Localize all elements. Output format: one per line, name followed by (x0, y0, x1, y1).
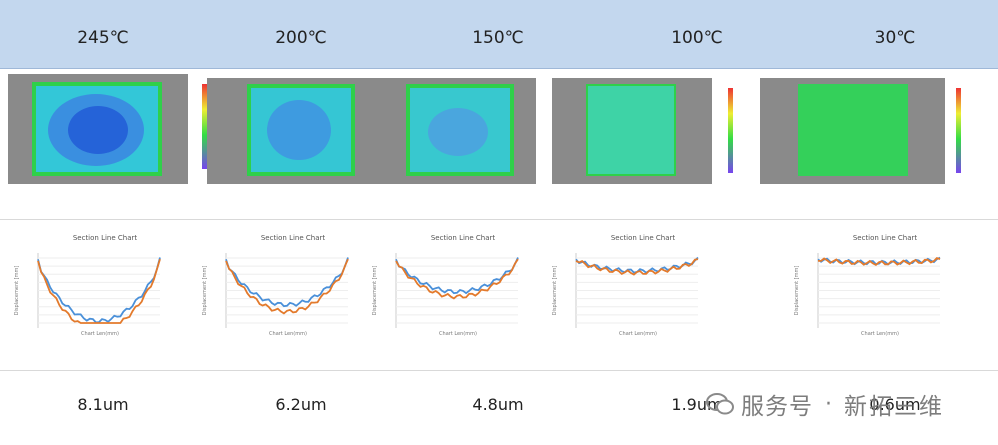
chart-title: Section Line Chart (853, 234, 918, 242)
chart-xlabel: Chart Len(mm) (439, 331, 477, 337)
section-line-chart-100: Section Line Chart Chart Len(mm) Displacem… (552, 234, 699, 337)
value-1: 8.1um (77, 395, 129, 414)
section-line-chart-200: Section Line Chart Chart Len(mm) Displacem… (202, 234, 349, 337)
temp-label-3: 150℃ (472, 28, 524, 48)
thermal-map-150 (368, 78, 536, 184)
watermark-text: 服务号 (741, 394, 813, 420)
temp-label-2: 200℃ (275, 28, 327, 48)
value-5: 0.6um (869, 395, 921, 414)
value-2: 6.2um (275, 395, 327, 414)
thermal-map-200 (207, 78, 372, 184)
chart-ylabel: Displacement [mm] (552, 266, 558, 316)
thermal-map-30 (760, 78, 980, 184)
watermark: 服务号 · 新拓三维 (705, 384, 995, 424)
chart-series-2 (575, 258, 699, 276)
value-3: 4.8um (472, 395, 524, 414)
temp-label-4: 100℃ (671, 28, 723, 48)
value-4: 1.9um (671, 395, 723, 414)
chart-title: Section Line Chart (611, 234, 676, 242)
chart-series-1 (395, 257, 519, 295)
chart-ylabel: Displacement [mm] (794, 266, 800, 316)
chart-title: Section Line Chart (73, 234, 138, 242)
thermal-map-245 (8, 74, 213, 184)
chart-series-2 (37, 258, 161, 324)
chart-series-1 (817, 256, 941, 266)
value-row: 8.1um 6.2um 4.8um 1.9um 0.6um (0, 371, 998, 445)
temp-label-1: 245℃ (77, 28, 129, 48)
temp-label-5: 30℃ (874, 28, 916, 48)
watermark-brand: 新拓三维 (844, 394, 944, 420)
chart-series-2 (395, 258, 519, 300)
chart-xlabel: Chart Len(mm) (269, 331, 307, 337)
chart-xlabel: Chart Len(mm) (81, 331, 119, 337)
section-line-chart-30: Section Line Chart Chart Len(mm) Displacem… (794, 234, 941, 337)
section-line-chart-245: Section Line Chart Chart Len(mm) Displacem… (14, 234, 161, 337)
header-row: 245℃ 200℃ 150℃ 100℃ 30℃ (0, 0, 998, 69)
thermal-image-row (0, 69, 998, 220)
chart-ylabel: Displacement [mm] (372, 266, 378, 316)
thermal-map-100 (552, 78, 742, 184)
section-line-chart-150: Section Line Chart Chart Len(mm) Displacem… (372, 234, 519, 337)
chart-series-1 (37, 257, 161, 324)
chart-row: Section Line Chart Chart Len(mm) Displacem… (0, 220, 998, 371)
wechat-icon (706, 393, 734, 415)
chart-ylabel: Displacement [mm] (14, 266, 20, 316)
chart-title: Section Line Chart (431, 234, 496, 242)
chart-xlabel: Chart Len(mm) (861, 331, 899, 337)
chart-ylabel: Displacement [mm] (202, 266, 208, 316)
chart-series-2 (225, 258, 349, 315)
chart-series-1 (225, 257, 349, 308)
chart-title: Section Line Chart (261, 234, 326, 242)
watermark-dot: · (825, 391, 832, 417)
chart-xlabel: Chart Len(mm) (619, 331, 657, 337)
chart-series-2 (817, 256, 941, 266)
